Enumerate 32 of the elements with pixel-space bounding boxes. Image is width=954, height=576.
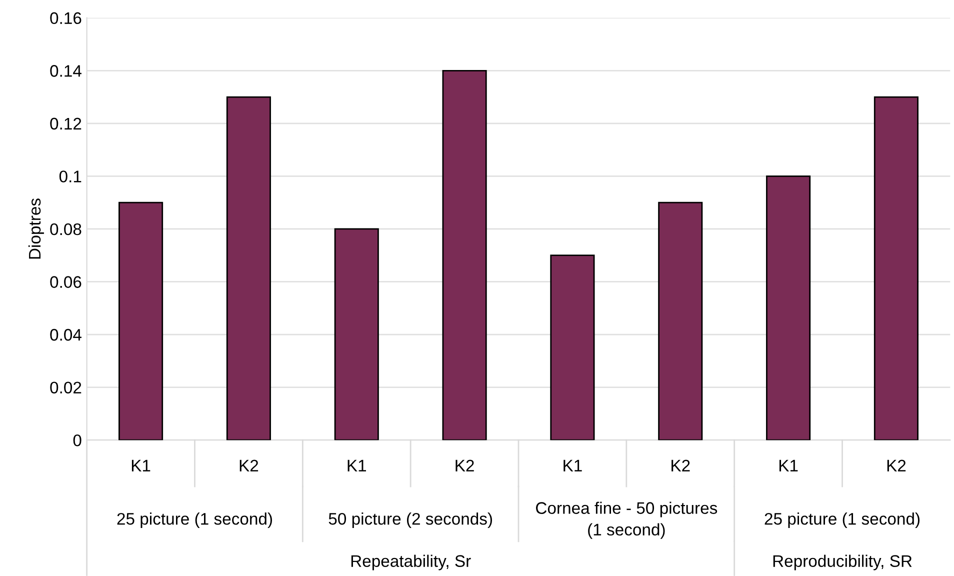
y-tick-label: 0.06	[50, 276, 82, 288]
text: 25 picture (1 second)	[117, 512, 272, 528]
x-tick-label: K2	[887, 460, 906, 472]
bar	[766, 175, 811, 440]
y-tick-label: 0.14	[50, 65, 82, 77]
bar	[550, 254, 595, 440]
x-tick-label: K1	[779, 460, 798, 472]
x-tick-label: K1	[348, 460, 366, 472]
y-tick-label: 0.04	[50, 328, 82, 341]
bar	[118, 202, 164, 440]
bar	[442, 70, 487, 440]
x-tick-label: K2	[240, 460, 258, 472]
text: 50 picture (2 seconds)	[328, 512, 492, 528]
x-tick-label: K2	[456, 460, 474, 472]
y-tick-label: 0.1	[59, 170, 82, 182]
bar	[334, 228, 379, 440]
y-tick-label: 0.12	[50, 118, 82, 130]
text: Reproducibility, SR	[773, 554, 912, 570]
x-tick-label: K2	[672, 460, 690, 472]
text: Repeatability, Sr	[351, 554, 471, 570]
bar	[226, 96, 271, 440]
x-tick-label: K1	[132, 460, 150, 472]
y-tick-label: 0.16	[50, 12, 82, 24]
y-tick-label: 0.02	[50, 382, 82, 394]
bar	[874, 96, 919, 440]
text: Cornea fine - 50 pictures (1 second)	[536, 502, 718, 539]
y-tick-label: 0	[73, 434, 82, 446]
y-tick-label: 0.08	[50, 223, 82, 236]
x-tick-label: K1	[564, 460, 582, 472]
y-axis-title: Dioptres	[28, 198, 44, 259]
text: 25 picture (1 second)	[764, 512, 920, 528]
bar	[658, 202, 703, 440]
